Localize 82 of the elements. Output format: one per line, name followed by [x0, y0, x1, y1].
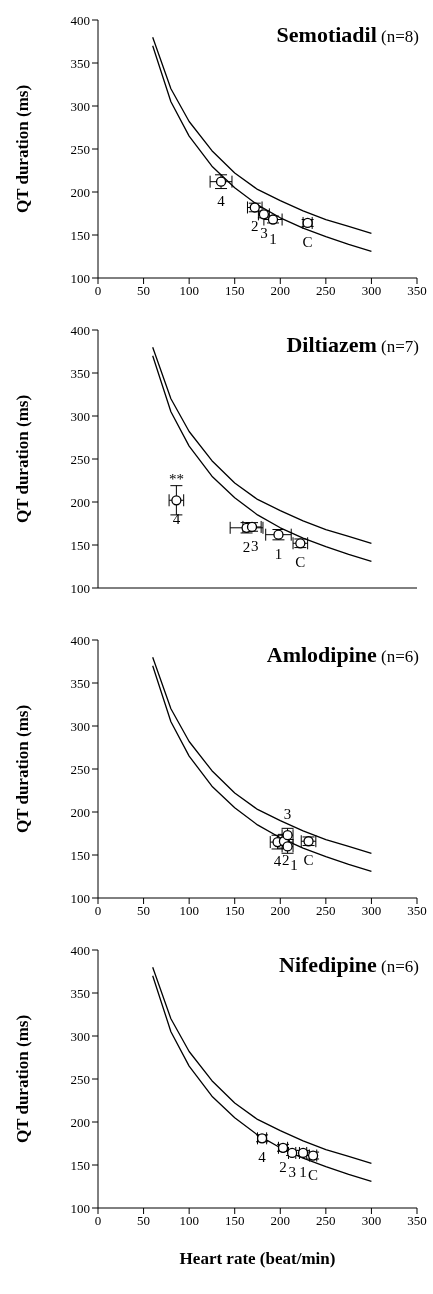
y-tick-label: 150 — [70, 847, 90, 863]
annotation: 3 — [288, 1163, 296, 1180]
y-tick-label: 250 — [70, 141, 90, 157]
x-tick-label: 100 — [179, 903, 199, 919]
chart-title: Diltiazem (n=7) — [286, 332, 419, 357]
annotation: 3 — [260, 225, 268, 242]
x-tick-label: 250 — [316, 903, 336, 919]
y-tick-label: 150 — [70, 1157, 90, 1173]
y-tick-label: 300 — [70, 718, 90, 734]
y-axis-title: QT duration (ms) — [13, 1014, 33, 1144]
x-tick-label: 50 — [137, 1213, 151, 1229]
annotation: C — [295, 554, 306, 571]
x-tick-label: 0 — [94, 903, 102, 919]
x-tick-label: 300 — [361, 903, 382, 919]
y-tick-label: 250 — [70, 1071, 90, 1087]
x-tick-label: 250 — [316, 283, 336, 299]
annotation: 1 — [274, 545, 283, 562]
annotation: 3 — [283, 806, 292, 823]
y-tick-label: 400 — [70, 942, 90, 958]
y-tick-label: 200 — [70, 184, 90, 200]
y-tick-label: 300 — [70, 1028, 90, 1044]
y-tick-label: 350 — [70, 675, 90, 691]
y-tick-label: 200 — [70, 1114, 90, 1130]
y-tick-label: 350 — [70, 985, 90, 1001]
x-tick-label: 150 — [224, 283, 245, 299]
x-tick-label: 200 — [270, 1213, 291, 1229]
y-tick-label: 100 — [70, 580, 90, 596]
x-tick-label: 250 — [316, 1213, 336, 1229]
x-tick-label: 150 — [224, 903, 245, 919]
y-axis-title: QT duration (ms) — [13, 394, 33, 524]
x-tick-label: 300 — [361, 283, 382, 299]
y-axis-title: QT duration (ms) — [13, 704, 33, 834]
annotation: 4 — [273, 853, 282, 870]
x-tick-label: 50 — [137, 903, 151, 919]
annotation: 1 — [299, 1163, 307, 1180]
y-tick-label: 200 — [70, 494, 90, 510]
x-tick-label: 350 — [407, 283, 427, 299]
x-tick-label: 0 — [94, 1213, 102, 1229]
annotation: 3 — [251, 537, 259, 554]
y-tick-label: 250 — [70, 761, 90, 777]
annotation: 2 — [242, 538, 251, 555]
y-tick-label: 150 — [70, 537, 90, 553]
annotation: 1 — [290, 857, 298, 874]
y-tick-label: 150 — [70, 227, 90, 243]
y-tick-label: 400 — [70, 632, 90, 648]
x-tick-label: 50 — [137, 283, 151, 299]
y-tick-label: 400 — [70, 322, 90, 338]
annotation: C — [308, 1166, 319, 1183]
y-tick-label: 100 — [70, 890, 90, 906]
x-axis-title: Heart rate (beat/min) — [179, 1249, 336, 1268]
y-tick-label: 200 — [70, 804, 90, 820]
x-tick-label: 200 — [270, 903, 291, 919]
y-tick-label: 100 — [70, 270, 90, 286]
x-tick-label: 350 — [407, 1213, 427, 1229]
x-tick-label: 300 — [361, 1213, 382, 1229]
y-tick-label: 350 — [70, 55, 90, 71]
x-tick-label: 0 — [94, 283, 102, 299]
annotation: 4 — [172, 511, 181, 528]
y-tick-label: 250 — [70, 451, 90, 467]
y-tick-label: 350 — [70, 365, 90, 381]
annotation: 4 — [258, 1149, 267, 1166]
chart-title: Semotiadil (n=8) — [276, 22, 419, 47]
annotation: ** — [168, 471, 184, 488]
chart-title: Nifedipine (n=6) — [279, 952, 419, 977]
y-tick-label: 100 — [70, 1200, 90, 1216]
chart-title: Amlodipine (n=6) — [266, 642, 419, 667]
y-axis-title: QT duration (ms) — [13, 84, 33, 214]
annotation: 2 — [282, 852, 290, 869]
annotation: 1 — [269, 230, 277, 247]
annotation: C — [302, 233, 313, 250]
x-tick-label: 100 — [179, 283, 199, 299]
annotation: 4 — [217, 192, 226, 209]
x-tick-label: 200 — [270, 283, 291, 299]
y-tick-label: 300 — [70, 408, 90, 424]
x-tick-label: 150 — [224, 1213, 245, 1229]
y-tick-label: 400 — [70, 12, 90, 28]
x-tick-label: 100 — [179, 1213, 199, 1229]
annotation: C — [303, 852, 314, 869]
annotation: 2 — [251, 218, 259, 235]
x-tick-label: 350 — [407, 903, 427, 919]
annotation: 2 — [279, 1158, 287, 1175]
y-tick-label: 300 — [70, 98, 90, 114]
